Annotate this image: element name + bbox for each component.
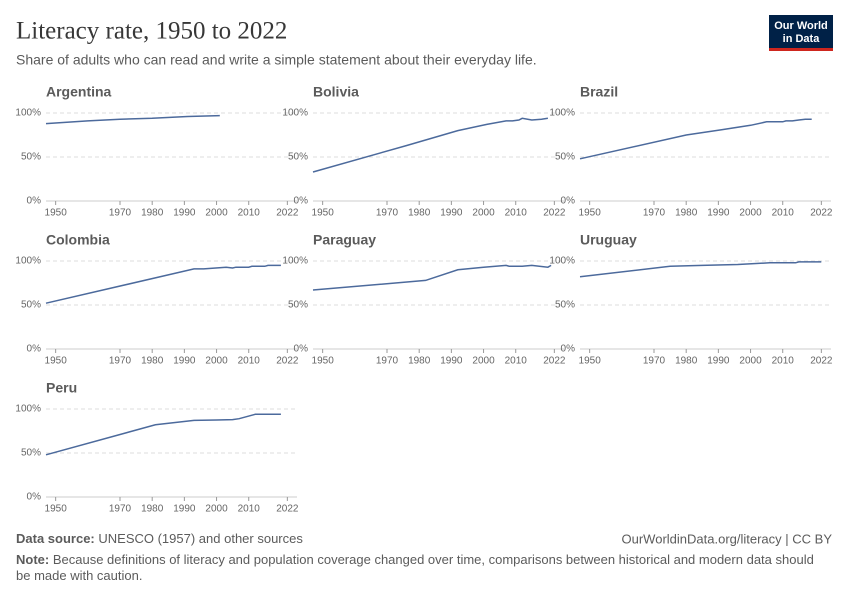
x-tick-label: 1950	[45, 208, 68, 219]
y-tick-label: 50%	[21, 300, 41, 311]
y-tick-label: 0%	[561, 344, 576, 355]
x-tick-label: 2000	[205, 356, 228, 367]
x-tick-label: 2000	[739, 208, 762, 219]
note-text: Because definitions of literacy and popu…	[16, 552, 814, 583]
x-tick-label: 2010	[505, 356, 528, 367]
x-tick-label: 2010	[238, 208, 261, 219]
y-tick-label: 100%	[282, 256, 308, 267]
y-tick-label: 0%	[561, 196, 576, 207]
y-tick-label: 50%	[288, 152, 308, 163]
x-tick-label: 1950	[45, 356, 68, 367]
x-tick-label: 1970	[109, 504, 132, 515]
x-tick-label: 1990	[440, 356, 463, 367]
x-tick-label: 1970	[109, 208, 132, 219]
x-tick-label: 1980	[675, 208, 698, 219]
x-tick-label: 1980	[675, 356, 698, 367]
x-tick-label: 1970	[643, 356, 666, 367]
x-tick-label: 1950	[45, 504, 68, 515]
x-tick-label: 1970	[109, 356, 132, 367]
y-tick-label: 50%	[21, 152, 41, 163]
x-tick-label: 2022	[276, 356, 299, 367]
x-tick-label: 1950	[312, 356, 335, 367]
x-tick-label: 1990	[173, 504, 196, 515]
source: Data source: UNESCO (1957) and other sou…	[16, 531, 303, 546]
y-tick-label: 0%	[27, 344, 42, 355]
line	[45, 264, 281, 304]
line	[312, 117, 549, 173]
panel-title: Peru	[46, 380, 77, 396]
x-tick-label: 2000	[205, 504, 228, 515]
x-tick-label: 1950	[579, 208, 602, 219]
line	[312, 264, 552, 291]
y-tick-label: 100%	[282, 108, 308, 119]
x-tick-label: 1950	[579, 356, 602, 367]
x-tick-label: 1980	[141, 504, 164, 515]
x-tick-label: 2022	[810, 208, 833, 219]
x-tick-label: 1950	[312, 208, 335, 219]
x-tick-label: 2010	[238, 504, 261, 515]
x-tick-label: 2000	[739, 356, 762, 367]
y-tick-label: 0%	[27, 196, 42, 207]
logo-box	[769, 15, 833, 50]
logo-text: Our World	[774, 20, 828, 32]
x-tick-label: 2022	[543, 208, 566, 219]
x-tick-label: 2010	[772, 356, 795, 367]
subtitle: Share of adults who can read and write a…	[16, 52, 537, 68]
panel-title: Argentina	[46, 84, 112, 100]
y-tick-label: 100%	[15, 108, 41, 119]
y-tick-label: 50%	[555, 152, 575, 163]
source-text: UNESCO (1957) and other sources	[98, 531, 303, 546]
panel-title: Paraguay	[313, 232, 376, 248]
x-tick-label: 1990	[173, 356, 196, 367]
title: Literacy rate, 1950 to 2022	[16, 18, 287, 45]
x-tick-label: 2000	[205, 208, 228, 219]
x-tick-label: 2022	[543, 356, 566, 367]
y-tick-label: 50%	[288, 300, 308, 311]
line	[45, 413, 281, 456]
url: OurWorldinData.org/literacy | CC BY	[622, 531, 833, 546]
panel-title: Uruguay	[580, 232, 637, 248]
y-tick-label: 50%	[21, 448, 41, 459]
x-tick-label: 2022	[276, 208, 299, 219]
line	[579, 118, 812, 160]
y-tick-label: 0%	[294, 196, 309, 207]
x-tick-label: 1980	[408, 208, 431, 219]
note-label: Note:	[16, 552, 50, 567]
note: Note: Because definitions of literacy an…	[16, 552, 831, 584]
x-tick-label: 2022	[810, 356, 833, 367]
x-tick-label: 2010	[505, 208, 528, 219]
logo-text: in Data	[783, 33, 821, 45]
x-tick-label: 1980	[141, 356, 164, 367]
x-tick-label: 1980	[141, 208, 164, 219]
panel-title: Brazil	[580, 84, 618, 100]
y-tick-label: 100%	[15, 404, 41, 415]
x-tick-label: 2000	[472, 208, 495, 219]
line	[579, 261, 822, 278]
y-tick-label: 50%	[555, 300, 575, 311]
x-tick-label: 2022	[276, 504, 299, 515]
panel-title: Bolivia	[313, 84, 359, 100]
logo-bar	[769, 48, 833, 51]
y-tick-label: 100%	[549, 108, 575, 119]
x-tick-label: 2010	[772, 208, 795, 219]
y-tick-label: 0%	[27, 492, 42, 503]
y-tick-label: 0%	[294, 344, 309, 355]
x-tick-label: 1990	[707, 208, 730, 219]
x-tick-label: 2010	[238, 356, 261, 367]
x-tick-label: 1990	[440, 208, 463, 219]
x-tick-label: 1990	[173, 208, 196, 219]
y-tick-label: 100%	[15, 256, 41, 267]
x-tick-label: 1970	[376, 356, 399, 367]
x-tick-label: 1990	[707, 356, 730, 367]
x-tick-label: 2000	[472, 356, 495, 367]
x-tick-label: 1980	[408, 356, 431, 367]
source-label: Data source:	[16, 531, 95, 546]
x-tick-label: 1970	[376, 208, 399, 219]
y-tick-label: 100%	[549, 256, 575, 267]
panel-title: Colombia	[46, 232, 110, 248]
x-tick-label: 1970	[643, 208, 666, 219]
line	[45, 114, 220, 125]
